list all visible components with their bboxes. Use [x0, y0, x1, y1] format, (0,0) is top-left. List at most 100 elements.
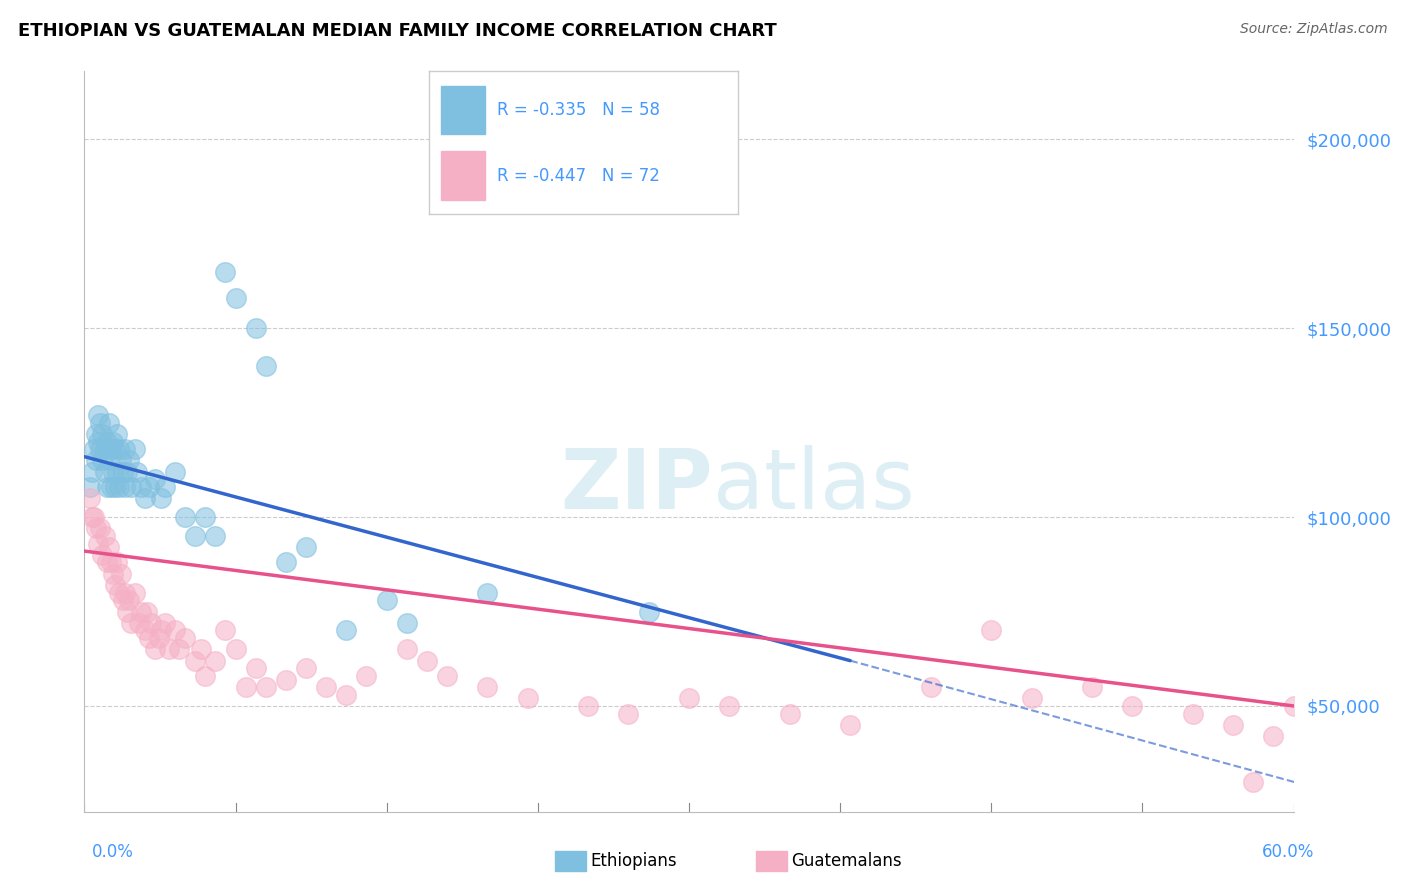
Point — [184, 654, 207, 668]
Point — [1181, 706, 1204, 721]
Point — [204, 654, 226, 668]
Point — [89, 416, 111, 430]
Point — [214, 264, 236, 278]
Point — [104, 442, 127, 456]
Point — [91, 453, 114, 467]
Point — [83, 510, 105, 524]
Point — [295, 541, 318, 555]
Point — [120, 480, 142, 494]
Point — [779, 706, 801, 721]
Point — [153, 615, 176, 630]
Point — [110, 453, 132, 467]
Point — [375, 593, 398, 607]
Point — [100, 442, 122, 456]
Point — [204, 529, 226, 543]
Point — [477, 585, 499, 599]
Point — [118, 593, 141, 607]
Point — [194, 669, 217, 683]
Point — [139, 615, 162, 630]
Point — [93, 442, 115, 456]
Point — [107, 442, 129, 456]
Point — [104, 578, 127, 592]
Point — [980, 624, 1002, 638]
Text: 60.0%: 60.0% — [1263, 843, 1315, 861]
Text: R = -0.335   N = 58: R = -0.335 N = 58 — [496, 101, 659, 119]
Point — [114, 480, 136, 494]
Point — [335, 624, 357, 638]
Point — [125, 465, 148, 479]
Point — [105, 427, 128, 442]
Point — [97, 416, 120, 430]
Point — [101, 566, 124, 581]
Bar — [441, 86, 485, 134]
Point — [115, 605, 138, 619]
Point — [153, 480, 176, 494]
Point — [839, 718, 862, 732]
Point — [335, 688, 357, 702]
Point — [79, 491, 101, 506]
Point — [135, 605, 157, 619]
Point — [174, 510, 197, 524]
Text: 0.0%: 0.0% — [91, 843, 134, 861]
Point — [516, 691, 538, 706]
Point — [274, 556, 297, 570]
Point — [101, 434, 124, 449]
Point — [87, 536, 110, 550]
Point — [165, 465, 187, 479]
Point — [124, 585, 146, 599]
Point — [105, 465, 128, 479]
Point — [148, 631, 170, 645]
Point — [107, 585, 129, 599]
Point — [100, 480, 122, 494]
Point — [114, 442, 136, 456]
Point — [89, 521, 111, 535]
Text: ZIP: ZIP — [561, 445, 713, 526]
Bar — [441, 152, 485, 200]
Point — [190, 642, 212, 657]
Point — [225, 291, 247, 305]
Point — [395, 642, 418, 657]
Point — [274, 673, 297, 687]
Point — [477, 680, 499, 694]
Point — [118, 453, 141, 467]
Text: Ethiopians: Ethiopians — [591, 852, 678, 870]
Point — [86, 453, 108, 467]
Point — [149, 624, 172, 638]
Point — [96, 434, 118, 449]
Point — [174, 631, 197, 645]
Point — [225, 642, 247, 657]
Point — [254, 359, 277, 373]
Text: R = -0.447   N = 72: R = -0.447 N = 72 — [496, 167, 659, 185]
Point — [115, 465, 138, 479]
Point — [165, 624, 187, 638]
Point — [356, 669, 378, 683]
Point — [138, 480, 160, 494]
Point — [91, 427, 114, 442]
Point — [245, 321, 267, 335]
Point — [100, 556, 122, 570]
Point — [93, 465, 115, 479]
Point — [235, 680, 257, 694]
Text: Guatemalans: Guatemalans — [792, 852, 903, 870]
Text: atlas: atlas — [713, 445, 915, 526]
Point — [143, 642, 166, 657]
Point — [245, 661, 267, 675]
Point — [129, 605, 152, 619]
Point — [678, 691, 700, 706]
Point — [194, 510, 217, 524]
Point — [1121, 698, 1143, 713]
Point — [97, 541, 120, 555]
Point — [134, 491, 156, 506]
Point — [315, 680, 337, 694]
Point — [617, 706, 640, 721]
Point — [111, 465, 134, 479]
Point — [124, 442, 146, 456]
Point — [101, 465, 124, 479]
Point — [1282, 698, 1305, 713]
Point — [107, 480, 129, 494]
Point — [96, 556, 118, 570]
Text: ETHIOPIAN VS GUATEMALAN MEDIAN FAMILY INCOME CORRELATION CHART: ETHIOPIAN VS GUATEMALAN MEDIAN FAMILY IN… — [18, 22, 778, 40]
Point — [416, 654, 439, 668]
Point — [718, 698, 741, 713]
Point — [87, 408, 110, 422]
